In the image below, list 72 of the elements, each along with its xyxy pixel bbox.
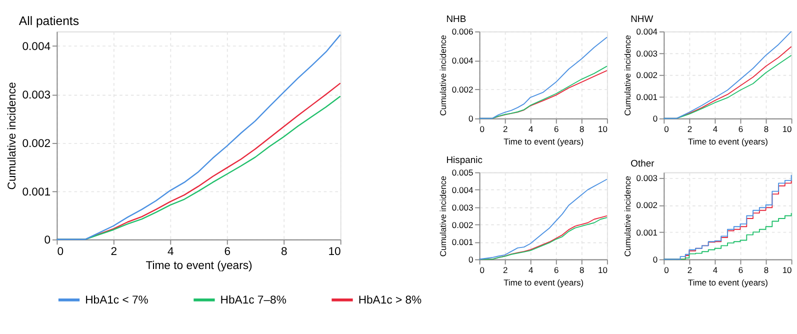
y-tick-label: 0.001 <box>636 92 658 102</box>
y-tick-label: 0 <box>652 114 658 124</box>
x-tick-label: 8 <box>764 264 769 275</box>
legend-label: HbA1c > 8% <box>358 294 422 307</box>
legend-label: HbA1c < 7% <box>85 294 148 307</box>
y-tick-label: 0.001 <box>22 186 51 198</box>
x-axis-title: Time to event (years) <box>504 277 584 288</box>
x-tick-label: 0 <box>480 264 485 275</box>
x-axis-title: Time to event (years) <box>688 277 768 288</box>
x-tick-label: 8 <box>580 124 585 134</box>
x-tick-label: 2 <box>502 124 508 134</box>
legend-label: HbA1c 7–8% <box>220 294 286 307</box>
y-tick-label: 0 <box>44 234 51 247</box>
y-tick-label: 0.004 <box>452 184 474 195</box>
y-tick-label: 0.002 <box>636 200 658 210</box>
x-tick-label: 2 <box>687 264 692 275</box>
y-tick-label: 0.004 <box>452 56 474 66</box>
x-tick-label: 6 <box>738 124 744 134</box>
chart-title: NHB <box>446 14 466 25</box>
x-tick-label: 0 <box>480 124 485 134</box>
y-tick-label: 0.003 <box>636 173 658 184</box>
y-tick-label: 0.004 <box>636 26 658 37</box>
y-tick-label: 0.002 <box>452 84 474 95</box>
y-tick-label: 0.002 <box>22 138 51 150</box>
x-tick-label: 6 <box>554 124 560 134</box>
y-tick-label: 0 <box>468 114 474 124</box>
y-tick-label: 0.003 <box>22 90 51 102</box>
x-axis-title: Time to event (years) <box>146 260 253 272</box>
x-axis-title: Time to event (years) <box>504 136 584 146</box>
x-tick-label: 0 <box>664 124 670 134</box>
x-tick-label: 10 <box>782 264 792 275</box>
chart-title: Hispanic <box>446 154 483 166</box>
chart-title: All patients <box>18 14 79 28</box>
y-axis-title: Cumulative incidence <box>622 176 633 257</box>
x-axis-title: Time to event (years) <box>688 136 768 146</box>
x-tick-label: 10 <box>598 124 608 134</box>
chart-title: Other <box>630 158 654 170</box>
x-tick-label: 4 <box>528 124 534 134</box>
y-axis-title: Cumulative incidence <box>438 176 448 257</box>
x-tick-label: 8 <box>764 124 769 134</box>
y-tick-label: 0.006 <box>452 26 474 37</box>
y-tick-label: 0.001 <box>452 237 474 248</box>
y-tick-label: 0.003 <box>636 48 658 58</box>
y-tick-label: 0 <box>468 254 474 265</box>
x-tick-label: 6 <box>224 246 231 258</box>
y-tick-label: 0.002 <box>636 70 658 80</box>
x-tick-label: 4 <box>167 246 174 258</box>
y-tick-label: 0.004 <box>22 41 51 54</box>
y-tick-label: 0.003 <box>452 202 474 212</box>
x-tick-label: 0 <box>57 246 64 258</box>
x-tick-label: 0 <box>664 264 670 275</box>
x-tick-label: 8 <box>280 246 288 258</box>
y-tick-label: 0 <box>652 254 658 265</box>
y-tick-label: 0.001 <box>636 227 658 238</box>
x-tick-label: 2 <box>110 246 118 258</box>
x-tick-label: 4 <box>528 264 534 275</box>
x-tick-label: 8 <box>580 264 585 275</box>
chart-title: NHW <box>630 14 654 25</box>
x-tick-label: 10 <box>328 246 341 258</box>
x-tick-label: 4 <box>712 124 718 134</box>
y-tick-label: 0.005 <box>452 168 474 178</box>
x-tick-label: 6 <box>554 264 560 275</box>
y-tick-label: 0.002 <box>452 220 474 230</box>
y-axis-title: Cumulative incidence <box>622 34 633 116</box>
x-tick-label: 4 <box>712 264 718 275</box>
x-tick-label: 2 <box>687 124 692 134</box>
y-axis-title: Cumulative incidence <box>438 34 448 116</box>
x-tick-label: 10 <box>782 124 792 134</box>
y-axis-title: Cumulative incidence <box>6 82 19 190</box>
x-tick-label: 2 <box>502 264 508 275</box>
x-tick-label: 6 <box>738 264 744 275</box>
x-tick-label: 10 <box>598 264 608 275</box>
